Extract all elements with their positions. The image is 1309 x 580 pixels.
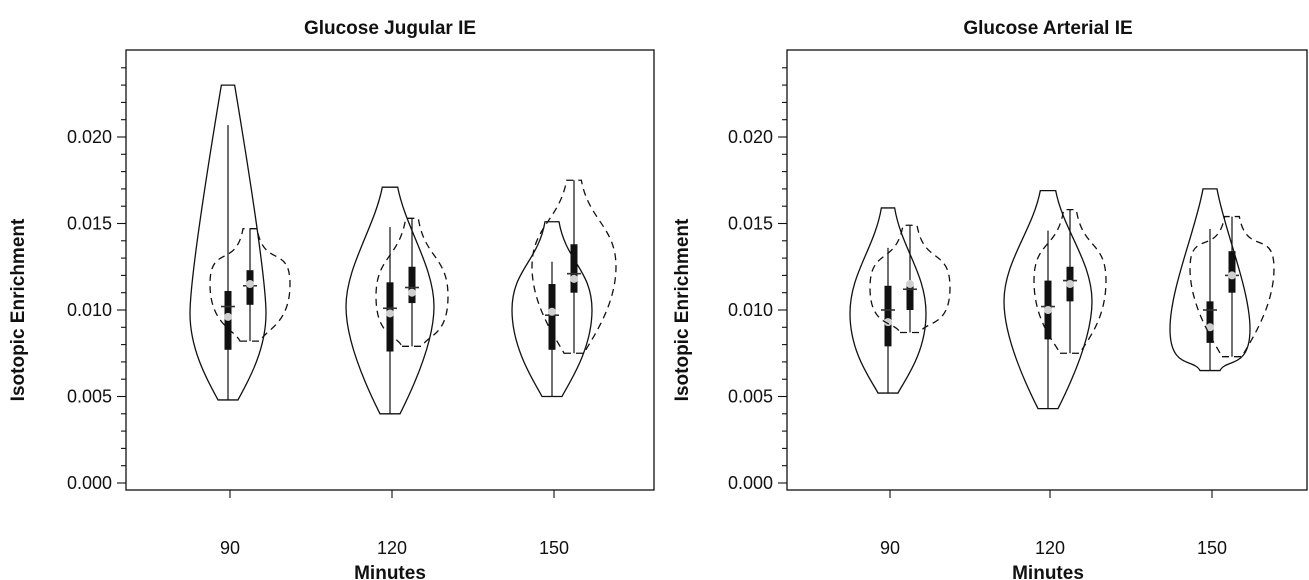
- x-tick-label: 120: [377, 538, 407, 558]
- violin-outline: [189, 84, 267, 401]
- violin-box: [548, 284, 556, 350]
- violin-outline: [345, 186, 435, 415]
- x-tick-label: 90: [880, 538, 900, 558]
- violin-outline: [375, 217, 449, 347]
- violin-outline: [511, 221, 593, 398]
- violin-outline: [869, 224, 951, 334]
- y-tick-label: 0.010: [67, 300, 112, 320]
- panel-jugular: Glucose Jugular IE Minutes Isotopic Enri…: [8, 18, 655, 580]
- violin-outline: [209, 228, 291, 342]
- violin-median-dot: [884, 318, 892, 327]
- chart-title-arterial: Glucose Arterial IE: [963, 18, 1132, 39]
- plot-frame-arterial: [786, 49, 1308, 491]
- violin-median-dot: [548, 307, 556, 316]
- violins-jugular: [189, 84, 617, 415]
- violin-outline: [1033, 209, 1107, 354]
- y-axis-ticks-arterial: 0.000 0.005 0.010 0.015 0.020: [728, 67, 787, 493]
- violin-median-dot: [1066, 280, 1074, 289]
- violin-outline: [531, 179, 617, 354]
- x-axis-ticks-arterial: 90 120 150: [880, 490, 1227, 558]
- plot-frame-jugular: [125, 49, 655, 491]
- y-axis-ticks-jugular: 0.000 0.005 0.010 0.015 0.020: [67, 67, 126, 493]
- x-tick-label: 120: [1035, 538, 1065, 558]
- violin-outline: [1003, 189, 1093, 410]
- y-tick-label: 0.000: [67, 473, 112, 493]
- violin-box: [884, 285, 892, 347]
- violin-median-dot: [1206, 323, 1214, 332]
- x-tick-label: 150: [1197, 538, 1227, 558]
- violin-box: [570, 244, 578, 293]
- panel-arterial: Glucose Arterial IE Minutes Isotopic Enr…: [672, 18, 1308, 580]
- x-tick-label: 90: [220, 538, 240, 558]
- violin-median-dot: [386, 309, 394, 318]
- y-tick-label: 0.005: [67, 387, 112, 407]
- violin-box: [408, 266, 416, 304]
- x-axis-ticks-jugular: 90 120 150: [220, 490, 569, 558]
- y-tick-label: 0.010: [728, 300, 773, 320]
- y-axis-label-arterial: Isotopic Enrichment: [672, 218, 693, 401]
- violin-box: [906, 284, 914, 310]
- violin-outline: [1189, 215, 1275, 358]
- x-axis-label-jugular: Minutes: [354, 563, 426, 580]
- violin-median-dot: [906, 280, 914, 289]
- y-tick-label: 0.020: [728, 127, 773, 147]
- violin-median-dot: [224, 312, 232, 321]
- violin-box: [1206, 301, 1214, 343]
- y-tick-label: 0.015: [67, 214, 112, 234]
- violin-median-dot: [246, 280, 254, 289]
- violins-arterial: [849, 188, 1275, 410]
- x-tick-label: 150: [539, 538, 569, 558]
- y-axis-label-jugular: Isotopic Enrichment: [8, 218, 29, 401]
- x-axis-label-arterial: Minutes: [1012, 563, 1084, 580]
- y-tick-label: 0.020: [67, 127, 112, 147]
- y-tick-label: 0.005: [728, 387, 773, 407]
- violin-median-dot: [570, 274, 578, 283]
- y-tick-label: 0.000: [728, 473, 773, 493]
- violin-median-dot: [408, 288, 416, 297]
- violin-median-dot: [1228, 271, 1236, 280]
- violin-median-dot: [1044, 306, 1052, 314]
- violin-outline: [849, 207, 927, 394]
- chart-title-jugular: Glucose Jugular IE: [304, 18, 476, 39]
- y-tick-label: 0.015: [728, 214, 773, 234]
